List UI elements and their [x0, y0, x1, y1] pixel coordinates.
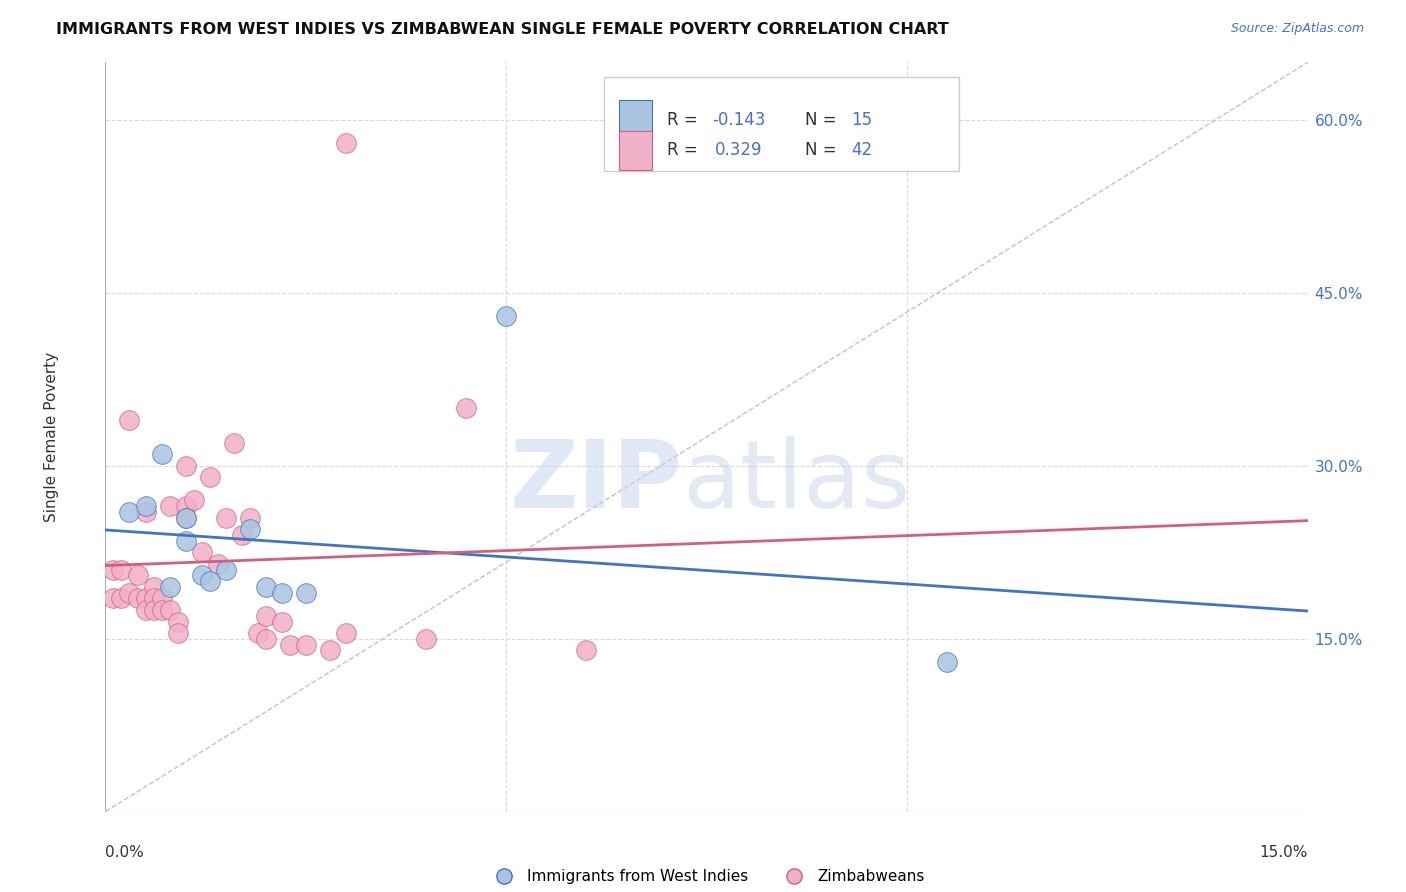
Text: 0.0%: 0.0% — [105, 846, 145, 861]
Text: R =: R = — [666, 111, 703, 128]
FancyBboxPatch shape — [605, 78, 959, 171]
Text: Source: ZipAtlas.com: Source: ZipAtlas.com — [1230, 22, 1364, 36]
Point — [207, 557, 229, 571]
Point — [239, 510, 262, 524]
Point — [174, 533, 197, 548]
Point — [159, 500, 181, 514]
Point — [174, 458, 197, 473]
Text: 0.329: 0.329 — [714, 142, 762, 160]
Text: N =: N = — [806, 111, 842, 128]
Point — [183, 493, 205, 508]
Point — [127, 591, 149, 606]
Text: 15: 15 — [851, 111, 872, 128]
Text: Single Female Poverty: Single Female Poverty — [44, 352, 59, 522]
Point — [295, 585, 318, 599]
Point — [166, 615, 188, 629]
Point — [166, 626, 188, 640]
Point — [103, 563, 125, 577]
Point — [159, 603, 181, 617]
Point — [198, 574, 221, 589]
Text: IMMIGRANTS FROM WEST INDIES VS ZIMBABWEAN SINGLE FEMALE POVERTY CORRELATION CHAR: IMMIGRANTS FROM WEST INDIES VS ZIMBABWEA… — [56, 22, 949, 37]
Point — [270, 585, 292, 599]
Text: atlas: atlas — [682, 436, 911, 528]
Point — [135, 505, 157, 519]
Point — [254, 608, 277, 623]
Point — [118, 413, 141, 427]
Point — [150, 591, 173, 606]
Point — [495, 309, 517, 323]
Point — [335, 626, 357, 640]
Point — [239, 522, 262, 536]
Point — [575, 643, 598, 657]
Point — [415, 632, 437, 646]
Bar — [619, 100, 652, 139]
Point — [190, 568, 212, 582]
Point — [231, 528, 253, 542]
Text: N =: N = — [806, 142, 842, 160]
Point — [198, 470, 221, 484]
Point — [174, 510, 197, 524]
Point — [254, 580, 277, 594]
Point — [936, 655, 959, 669]
Point — [246, 626, 269, 640]
Point — [142, 591, 165, 606]
Bar — [619, 131, 652, 170]
Point — [118, 585, 141, 599]
Point — [214, 510, 236, 524]
Point — [190, 545, 212, 559]
Point — [254, 632, 277, 646]
Point — [295, 638, 318, 652]
Point — [142, 603, 165, 617]
Point — [214, 563, 236, 577]
Text: -0.143: -0.143 — [713, 111, 766, 128]
Point — [278, 638, 301, 652]
Point — [135, 500, 157, 514]
Point — [150, 447, 173, 461]
Text: 15.0%: 15.0% — [1260, 846, 1308, 861]
Point — [103, 591, 125, 606]
Point — [110, 563, 132, 577]
Point — [222, 435, 245, 450]
Legend: Immigrants from West Indies, Zimbabweans: Immigrants from West Indies, Zimbabweans — [482, 863, 931, 890]
Point — [127, 568, 149, 582]
Point — [174, 510, 197, 524]
Text: R =: R = — [666, 142, 709, 160]
Point — [335, 136, 357, 150]
Point — [135, 591, 157, 606]
Point — [319, 643, 342, 657]
Point — [454, 401, 477, 416]
Point — [118, 505, 141, 519]
Text: 42: 42 — [851, 142, 872, 160]
Point — [270, 615, 292, 629]
Point — [150, 603, 173, 617]
Point — [110, 591, 132, 606]
Point — [142, 580, 165, 594]
Point — [135, 603, 157, 617]
Point — [174, 500, 197, 514]
Point — [159, 580, 181, 594]
Text: ZIP: ZIP — [509, 436, 682, 528]
